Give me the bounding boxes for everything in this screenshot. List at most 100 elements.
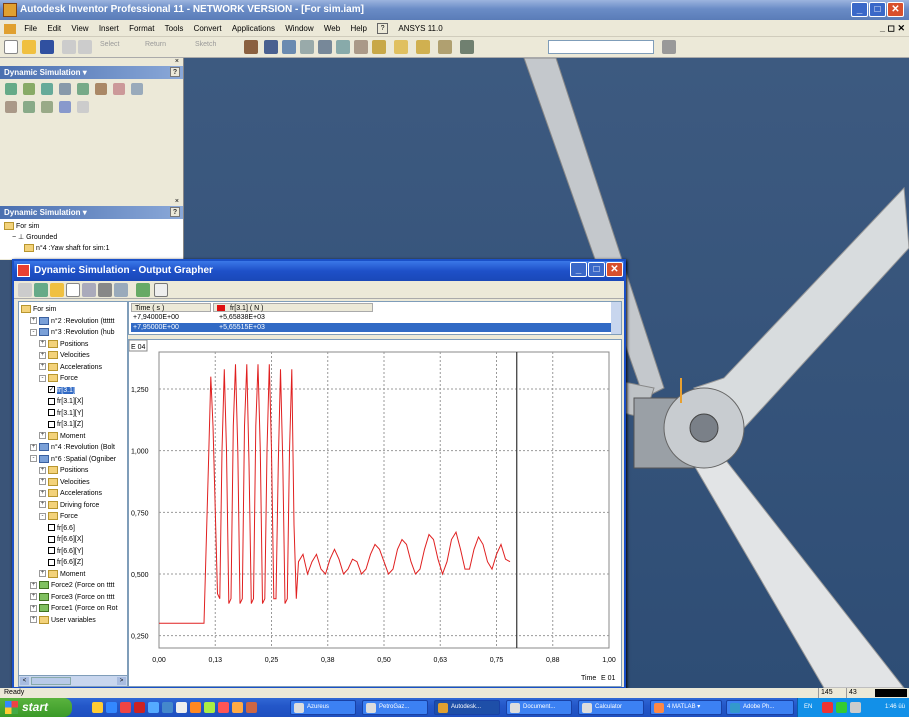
task-matlab[interactable]: 4 MATLAB ▾ <box>650 700 722 715</box>
menu-ansys[interactable]: ANSYS 11.0 <box>398 24 443 33</box>
collapse-icon[interactable]: - <box>39 512 46 520</box>
select-button[interactable]: Select <box>100 41 120 48</box>
table-icon[interactable] <box>114 283 128 297</box>
grapher-help-icon[interactable] <box>154 283 168 297</box>
tree-item[interactable]: fr[6.6][Y] <box>48 546 83 557</box>
tree-item[interactable]: fr[3.1][X] <box>48 396 83 407</box>
tree-item[interactable]: + n°2 :Revolution (tttttt <box>30 316 115 327</box>
update-icon[interactable] <box>244 40 258 54</box>
tree-item[interactable]: + Moment <box>39 431 85 442</box>
close-button[interactable]: ✕ <box>887 2 904 17</box>
maximize-button[interactable]: □ <box>869 2 886 17</box>
expand-icon[interactable]: + <box>30 593 37 601</box>
page-icon[interactable] <box>66 283 80 297</box>
quicklaunch-adobe-icon[interactable] <box>134 702 145 713</box>
grapher-close-button[interactable]: ✕ <box>606 262 623 277</box>
quicklaunch-app-icon[interactable] <box>120 702 131 713</box>
camera-icon[interactable] <box>438 40 452 54</box>
properties-icon[interactable] <box>662 40 676 54</box>
tree-item[interactable]: + Force3 (Force on tttt <box>30 592 114 603</box>
checkbox[interactable] <box>48 535 55 543</box>
expand-icon[interactable]: + <box>39 340 46 348</box>
task-adobe-photoshop[interactable]: Adobe Ph... <box>726 700 794 715</box>
panel-help-icon[interactable]: ? <box>170 67 180 77</box>
redo-icon[interactable] <box>78 40 92 54</box>
grapher-minimize-button[interactable]: _ <box>570 262 587 277</box>
task-azureus[interactable]: Azureus <box>290 700 356 715</box>
menu-web[interactable]: Web <box>323 24 341 33</box>
tree-item[interactable]: fr[6.6] <box>48 523 75 534</box>
tree-item[interactable]: - n°3 :Revolution (hub <box>30 327 115 338</box>
open-folder-icon[interactable] <box>22 40 36 54</box>
menu-applications[interactable]: Applications <box>231 24 275 33</box>
checkbox[interactable] <box>48 397 55 405</box>
menu-view[interactable]: View <box>71 24 89 33</box>
task-document[interactable]: Document... <box>506 700 572 715</box>
tree-item[interactable]: + n°4 :Revolution (Bolt <box>30 442 115 453</box>
checkbox[interactable] <box>48 558 55 566</box>
quicklaunch-tool-icon[interactable] <box>246 702 257 713</box>
new-file-icon[interactable] <box>4 40 18 54</box>
checkbox[interactable] <box>48 547 55 555</box>
expand-icon[interactable]: + <box>39 478 46 486</box>
checkbox[interactable] <box>48 409 55 417</box>
tree-item[interactable]: fr[6.6][X] <box>48 534 83 545</box>
collapse-icon[interactable]: - <box>30 328 37 336</box>
add-icon[interactable] <box>34 283 48 297</box>
expand-icon[interactable]: + <box>39 501 46 509</box>
quicklaunch-flash-icon[interactable] <box>218 702 229 713</box>
force-column-header[interactable]: fr[3.1] ( N ) <box>213 303 373 312</box>
tree-item[interactable]: + Velocities <box>39 350 90 361</box>
expand-icon[interactable]: + <box>30 443 37 451</box>
print-icon[interactable] <box>98 283 112 297</box>
quicklaunch-chat-icon[interactable] <box>204 702 215 713</box>
export-icon[interactable] <box>136 283 150 297</box>
quicklaunch-icon[interactable] <box>92 702 103 713</box>
task-autodesk[interactable]: Autodesk... <box>434 700 500 715</box>
tree-item[interactable]: - Force <box>39 511 78 522</box>
tree-item[interactable]: fr[3.1][Y] <box>48 408 83 419</box>
tree-item[interactable]: + User variables <box>30 615 96 626</box>
expand-icon[interactable]: + <box>39 489 46 497</box>
expand-icon[interactable]: + <box>39 570 46 578</box>
expand-icon[interactable]: + <box>30 317 37 325</box>
tree-item[interactable]: + Positions <box>39 339 88 350</box>
help-icon[interactable]: ? <box>377 23 389 35</box>
save-icon[interactable] <box>40 40 54 54</box>
quicklaunch-firefox-icon[interactable] <box>232 702 243 713</box>
tree-item[interactable]: For sim <box>21 304 56 315</box>
start-button[interactable]: start <box>0 698 72 717</box>
menu-tools[interactable]: Tools <box>164 24 184 33</box>
copy-icon[interactable] <box>82 283 96 297</box>
rotate-icon[interactable] <box>300 40 314 54</box>
time-column-header[interactable]: Time ( s ) <box>131 303 211 312</box>
grapher-maximize-button[interactable]: □ <box>588 262 605 277</box>
quicklaunch-mail-icon[interactable] <box>148 702 159 713</box>
return-button[interactable]: Return <box>145 41 167 48</box>
expand-icon[interactable]: + <box>39 432 46 440</box>
quicklaunch-ie-icon[interactable] <box>106 702 117 713</box>
tree-item[interactable]: - Force <box>39 373 78 384</box>
checkbox[interactable] <box>48 524 55 532</box>
tree-item[interactable]: fr[6.6][Z] <box>48 557 83 568</box>
browser-close-icon[interactable]: × <box>174 198 179 205</box>
panel-header[interactable]: Dynamic Simulation ▾? <box>0 66 183 79</box>
collapse-icon[interactable]: - <box>30 455 37 463</box>
tree-item[interactable]: + Velocities <box>39 477 90 488</box>
look-at-icon[interactable] <box>318 40 332 54</box>
table-scrollbar[interactable] <box>611 302 621 334</box>
quicklaunch-doc-icon[interactable] <box>176 702 187 713</box>
zoom-icon[interactable] <box>336 40 350 54</box>
tree-item[interactable]: + Moment <box>39 569 85 580</box>
quicklaunch-word-icon[interactable] <box>162 702 173 713</box>
display-mode-icon[interactable] <box>372 40 386 54</box>
tree-item[interactable]: fr[3.1][Z] <box>48 419 83 430</box>
menu-insert[interactable]: Insert <box>98 24 119 33</box>
menu-convert[interactable]: Convert <box>193 24 222 33</box>
browser-yaw-shaft[interactable]: n°4 :Yaw shaft for sim:1 <box>4 243 179 254</box>
expand-icon[interactable]: + <box>30 616 37 624</box>
tree-item[interactable]: ✓ fr[3.1] <box>48 385 75 396</box>
style-combobox[interactable] <box>548 40 654 54</box>
checkbox[interactable] <box>48 420 55 428</box>
minimize-button[interactable]: _ <box>851 2 868 17</box>
